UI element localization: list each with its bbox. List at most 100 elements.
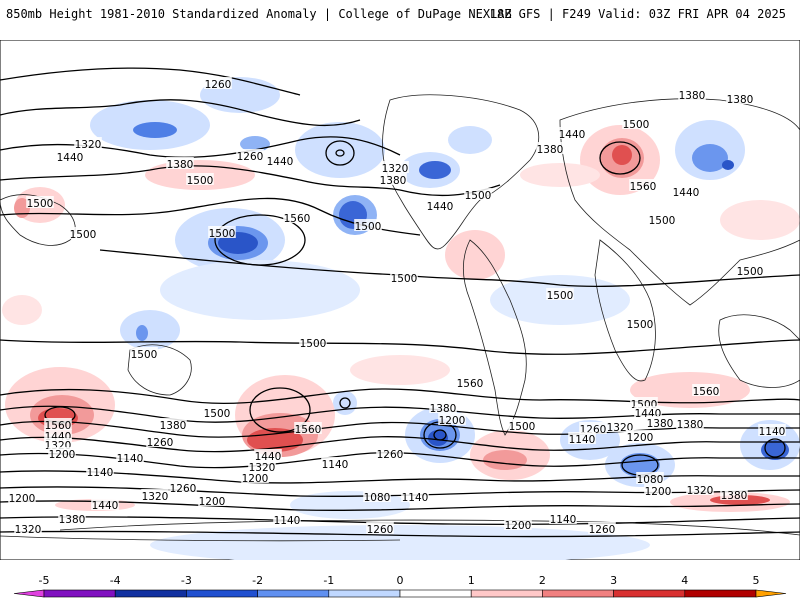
colorbar-tick-label: 0 (397, 574, 404, 587)
contour-label-bg (273, 513, 301, 525)
colorbar-swatch (328, 589, 401, 598)
contour-label: 1500 (649, 215, 676, 227)
header-bar: 850mb Height 1981-2010 Standardized Anom… (0, 0, 800, 32)
contour-label-bg (426, 199, 454, 211)
colorbar-swatch (399, 589, 472, 598)
contour-label-bg (56, 150, 84, 162)
contour-label-bg (44, 418, 72, 430)
contour-label-bg (169, 481, 197, 493)
contour-label: 1380 (727, 94, 754, 106)
contour-label: 1260 (170, 483, 197, 495)
contour-label-bg (58, 512, 86, 524)
contour-label: 1200 (9, 493, 36, 505)
colorbar-swatches (13, 589, 787, 598)
contour-label-bg (299, 336, 327, 348)
contour-label: 1260 (147, 437, 174, 449)
colorbar-tick-label: -4 (110, 574, 121, 587)
contour-label-bg (91, 498, 119, 510)
contour-label: 1260 (589, 524, 616, 536)
contour-label-bg (159, 418, 187, 430)
colorbar-tick-label: -5 (39, 574, 50, 587)
colorbar-tick-label: 2 (539, 574, 546, 587)
contour-label: 1320 (75, 139, 102, 151)
contour-label: 1500 (465, 190, 492, 202)
contour-label: 1260 (237, 151, 264, 163)
contour-label: 1080 (364, 492, 391, 504)
contour-label-bg (266, 154, 294, 166)
contour-label-bg (558, 127, 586, 139)
contour-label-bg (26, 196, 54, 208)
colorbar-swatch (114, 589, 187, 598)
contour-label-bg (381, 161, 409, 173)
contour-label: 1380 (647, 418, 674, 430)
contour-label-bg (634, 406, 662, 418)
contour-label: 1200 (505, 520, 532, 532)
contour-label: 1200 (645, 486, 672, 498)
colorbar-swatch (684, 589, 757, 598)
contour-label: 1380 (721, 490, 748, 502)
contour-label-bg (86, 465, 114, 477)
contour-label-bg (456, 376, 484, 388)
contour-label-bg (116, 451, 144, 463)
contour-label-bg (376, 447, 404, 459)
contour-label-bg (686, 483, 714, 495)
contour-label-bg (629, 179, 657, 191)
contour-label-bg (646, 416, 674, 428)
contour-label-bg (401, 490, 429, 502)
contour-label: 1380 (160, 420, 187, 432)
anomaly-map: 1260 1380 1380 1500 1440 1380 1320 1440 1260 1440… (0, 40, 800, 560)
contour-label: 1380 (59, 514, 86, 526)
contour-label: 1440 (673, 187, 700, 199)
contour-label: 1140 (759, 426, 786, 438)
contour-label: 1440 (427, 201, 454, 213)
contour-label: 1500 (509, 421, 536, 433)
contour-label: 1500 (204, 408, 231, 420)
contour-label: 1500 (27, 198, 54, 210)
contour-label: 1380 (167, 159, 194, 171)
contour-label-bg (678, 88, 706, 100)
contour-label: 1500 (623, 119, 650, 131)
contour-label-bg (672, 185, 700, 197)
contour-label-bg (354, 219, 382, 231)
contour-label-bg (283, 211, 311, 223)
colorbar-right-arrow (755, 589, 787, 598)
contour-label: 1380 (430, 403, 457, 415)
contour-label-bg (504, 518, 532, 530)
contour-label: 1200 (439, 415, 466, 427)
contour-label-bg (208, 226, 236, 238)
contour-label-bg (186, 173, 214, 185)
colorbar-swatch (542, 589, 614, 598)
colorbar-swatch (257, 589, 330, 598)
contour-label-bg (636, 472, 664, 484)
contour-label-bg (166, 157, 194, 169)
contour-label: 1500 (391, 273, 418, 285)
contour-label: 1440 (92, 500, 119, 512)
contour-label: 1500 (209, 228, 236, 240)
contour-label-bg (626, 430, 654, 442)
contour-label: 1320 (687, 485, 714, 497)
contour-label: 1200 (199, 496, 226, 508)
contour-label: 1500 (70, 229, 97, 241)
contour-label-bg (390, 271, 418, 283)
contour-label-bg (248, 460, 276, 472)
contour-label: 1560 (630, 181, 657, 193)
contour-label: 1500 (737, 266, 764, 278)
contour-label-bg (536, 142, 564, 154)
map-title: 850mb Height 1981-2010 Standardized Anom… (6, 7, 512, 21)
contour-label-bg (14, 522, 42, 534)
contour-label: 1200 (627, 432, 654, 444)
contour-label-bg (676, 417, 704, 429)
contour-label: 1560 (693, 386, 720, 398)
contour-label: 1380 (679, 90, 706, 102)
contour-label-bg (508, 419, 536, 431)
contour-label: 1500 (547, 290, 574, 302)
contour-label: 1140 (402, 492, 429, 504)
contour-label-bg (294, 422, 322, 434)
contour-label: 1140 (569, 434, 596, 446)
contour-label-bg (720, 488, 748, 500)
contour-label: 1500 (627, 319, 654, 331)
contour-label: 1140 (550, 514, 577, 526)
contour-label: 1200 (242, 473, 269, 485)
contour-label-bg (438, 413, 466, 425)
contour-label: 1560 (457, 378, 484, 390)
